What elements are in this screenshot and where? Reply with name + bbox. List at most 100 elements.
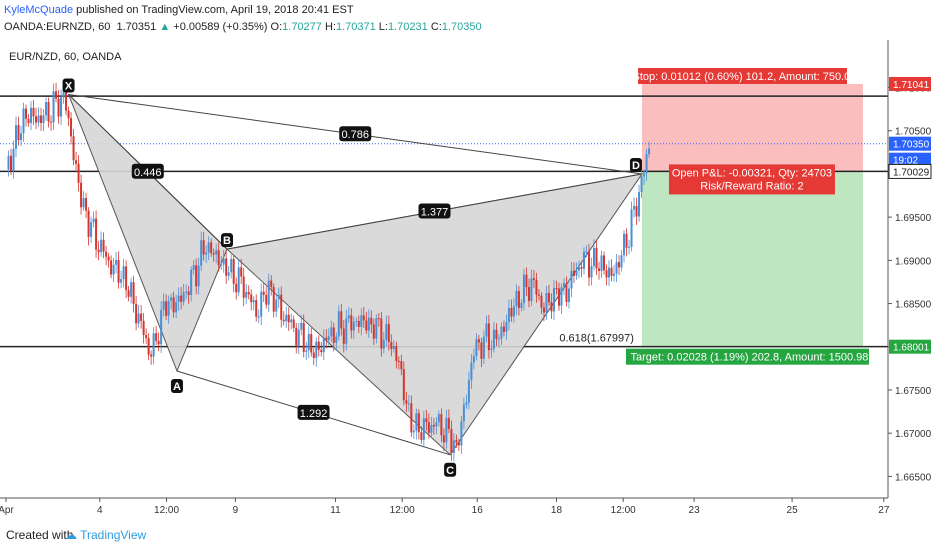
candle-body (90, 222, 93, 237)
candle-body (530, 278, 533, 301)
y-tick-label: 1.70500 (895, 127, 932, 138)
candle-body (82, 198, 85, 208)
candle-body (445, 418, 448, 443)
candle-body (310, 334, 313, 353)
point-label-x-box (62, 78, 75, 93)
candle-body (325, 337, 328, 341)
candle-body (227, 272, 230, 276)
candle-body (422, 418, 425, 440)
candle-body (565, 283, 568, 302)
candle-body (95, 218, 98, 250)
candle-body (330, 327, 333, 337)
x-tick-label: 12:00 (390, 505, 415, 516)
candle-body (110, 260, 113, 275)
tradingview-logo[interactable]: ☁ TradingView (65, 528, 146, 542)
stop-label: Stop: 0.01012 (0.60%) 101.2, Amount: 750… (633, 71, 857, 83)
candle-body (72, 136, 75, 161)
candle-body (512, 306, 515, 317)
xabcd-pattern (68, 93, 644, 456)
candle-body (87, 210, 90, 237)
candle-body (520, 303, 523, 308)
candle-body (603, 255, 606, 271)
candle-body (115, 259, 118, 265)
candle-body (7, 155, 10, 170)
point-label-d-box (629, 157, 642, 172)
target-zone (641, 171, 863, 347)
candle-body (120, 279, 123, 283)
candle-body (467, 380, 470, 403)
candle-body (122, 266, 125, 280)
candle-body (200, 240, 203, 266)
candle-body (618, 262, 621, 268)
candle-body (327, 336, 330, 341)
candle-body (252, 300, 255, 303)
candle-body (22, 108, 25, 134)
candle-body (385, 324, 388, 341)
last-price: 1.70351 (116, 21, 157, 33)
candle-body (487, 323, 490, 351)
author-link[interactable]: KyleMcQuade (4, 4, 74, 16)
candle-body (12, 148, 15, 171)
candle-body (240, 267, 243, 277)
candle-body (180, 295, 183, 302)
candle-body (407, 403, 410, 405)
candle-body (247, 292, 250, 295)
candle-body (242, 276, 245, 298)
candle-body (590, 266, 593, 278)
ratio-label: 1.377 (421, 207, 449, 219)
candle-body (342, 328, 345, 344)
stop-zone (641, 83, 863, 172)
price-chart[interactable]: X A B C D 0.446 0.786 1.377 1.292 0.618(1.67997) S… (0, 38, 932, 522)
candle-body (282, 319, 285, 322)
candle-body (135, 303, 138, 324)
cloud-icon: ☁ (65, 528, 77, 542)
candle-body (207, 242, 210, 253)
candle-body (55, 91, 58, 99)
candle-body (167, 300, 170, 316)
ratio-label-box (418, 203, 451, 219)
axes: 1.665001.670001.675001.680001.685001.690… (0, 40, 932, 516)
candle-body (638, 192, 641, 217)
candle-body (527, 287, 530, 301)
x-tick-label: 12:00 (611, 505, 636, 516)
candle-body (510, 308, 513, 317)
candle-body (267, 280, 270, 305)
point-label-b: B (223, 235, 231, 247)
price-tag-box (889, 76, 931, 91)
candle-body (255, 300, 258, 317)
candle-body (577, 267, 580, 271)
candle-body (505, 322, 508, 332)
candle-body (217, 250, 220, 266)
candle-body (470, 362, 473, 381)
candle-body (197, 265, 200, 287)
candle-body (340, 311, 343, 329)
candle-body (515, 291, 518, 307)
candle-body (430, 424, 433, 433)
candle-body (195, 265, 198, 287)
x-tick-label: 23 (689, 505, 701, 516)
candle-body (402, 369, 405, 401)
candle-body (390, 342, 393, 349)
candle-body (485, 323, 488, 337)
candle-body (162, 301, 165, 310)
candle-body (62, 90, 65, 98)
candle-body (535, 279, 538, 295)
candle-body (320, 349, 323, 353)
candle-body (507, 308, 510, 323)
ohlc-line: OANDA:EURNZD, 60 1.70351 ▲ +0.00589 (+0.… (4, 21, 482, 33)
y-tick-label: 1.66500 (895, 472, 932, 483)
candle-body (350, 315, 353, 331)
candle-body (205, 252, 208, 255)
candle-body (157, 340, 160, 345)
ratio-label-box (131, 163, 164, 179)
candle-body (292, 319, 295, 328)
publish-line: KyleMcQuade published on TradingView.com… (4, 4, 354, 16)
candle-body (170, 297, 173, 301)
close-label: C: (430, 21, 442, 33)
candle-body (290, 319, 293, 323)
symbol-label[interactable]: OANDA:EURNZD, 60 (4, 21, 111, 33)
pattern-triangle-xab (68, 94, 228, 373)
price-tag: 1.68001 (893, 343, 930, 354)
candle-body (280, 294, 283, 320)
candle-body (380, 318, 383, 349)
